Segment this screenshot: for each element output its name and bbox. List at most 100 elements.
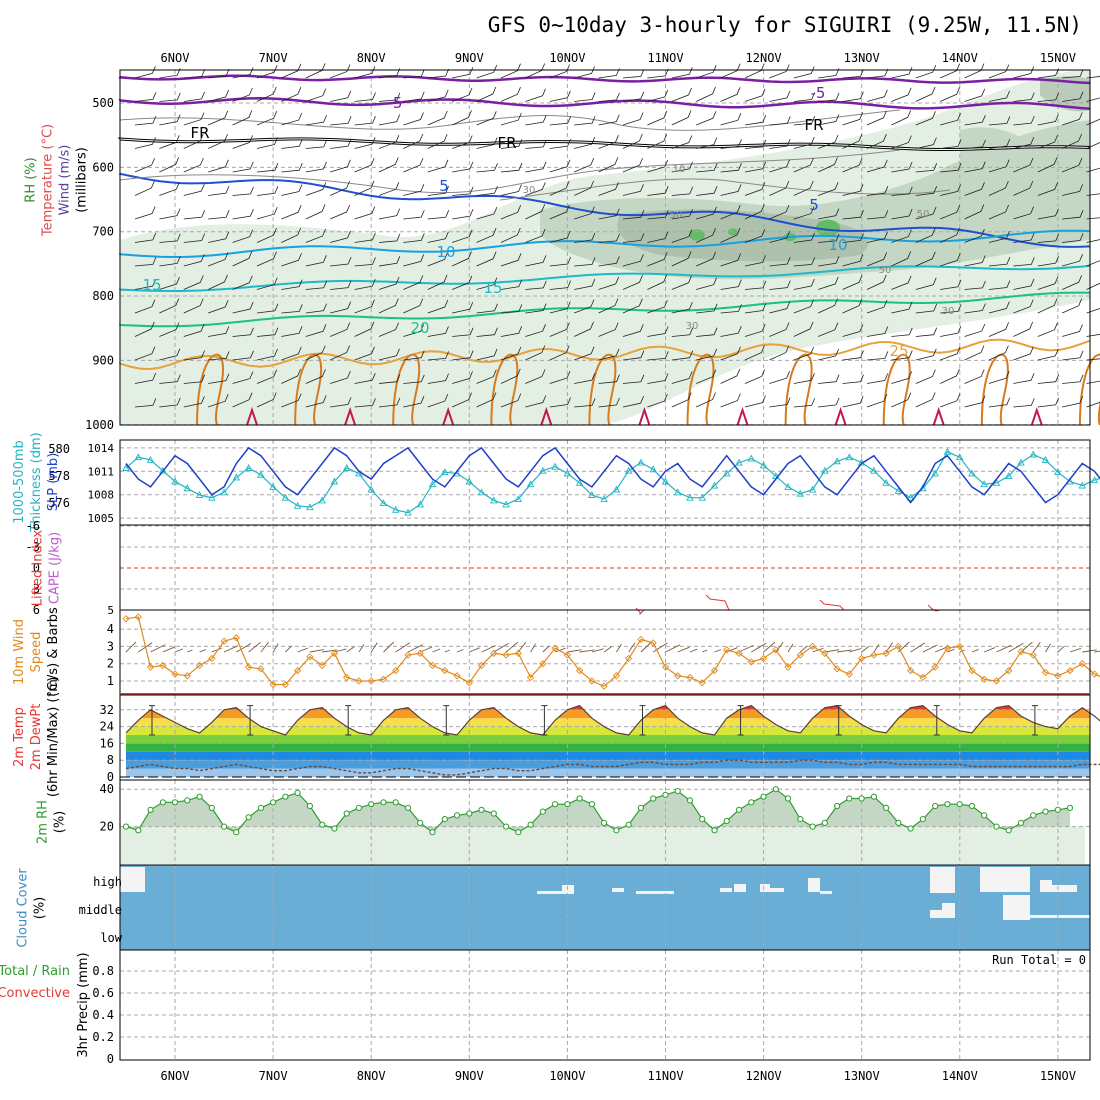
cloud-cover-fill (120, 865, 1090, 950)
wind-barb (842, 210, 864, 220)
cloud-gap (770, 888, 784, 892)
wind-barb (232, 229, 254, 243)
wind-barb (208, 110, 229, 126)
day-label-top: 6NOV (161, 51, 190, 65)
contour-label: -5 (388, 94, 403, 112)
wind-barb (305, 255, 327, 267)
wind-barb (208, 274, 228, 290)
wind-barb (622, 184, 644, 196)
contour-label: 50 (879, 265, 892, 276)
temp-tick: 16 (100, 736, 114, 750)
wind-barb (525, 324, 546, 337)
wind10-point (575, 666, 584, 675)
wind-barb (793, 157, 814, 173)
pressure-tick: 700 (92, 225, 114, 239)
axis-label: Speed (29, 632, 44, 673)
wind-barb (647, 299, 668, 314)
wind-barb (598, 233, 620, 243)
wind-barb (696, 111, 717, 126)
warm-contour (980, 353, 1009, 426)
wind10-barb (1045, 643, 1051, 653)
wind-barb (866, 110, 887, 126)
rh2m-point (588, 801, 596, 808)
wind-barb (988, 180, 1009, 196)
rh2m-point (196, 793, 203, 800)
wind-barb (256, 137, 278, 149)
contour-label: 30 (942, 306, 955, 317)
wind-barb (598, 157, 619, 173)
wind-barb (720, 63, 741, 79)
wind-barb (1086, 380, 1100, 384)
lifted-index-tick: 0 (33, 561, 40, 575)
rh2m-point (944, 801, 951, 808)
rh2m-point (993, 823, 1000, 830)
rh2m-point (650, 795, 657, 802)
wind-barb (574, 321, 594, 337)
wind10-point (416, 649, 424, 657)
wind-barb (622, 396, 644, 408)
wind10-point (514, 649, 522, 657)
wind-barb (500, 63, 521, 79)
thickness-marker (575, 478, 584, 486)
wind-barb (256, 251, 277, 267)
wind-barb (842, 233, 864, 243)
wind-barb (378, 348, 400, 361)
thickness-marker (968, 469, 976, 477)
lifted-index-mark (635, 607, 645, 616)
wind-barb (915, 228, 936, 243)
wind-barb (988, 371, 1010, 384)
wind10-barb (297, 647, 308, 653)
wind-barb (744, 115, 767, 126)
lifted-index-tick: 6 (33, 603, 40, 617)
wind-barb (452, 275, 473, 290)
wind-barb (598, 182, 619, 196)
wind10-barb (554, 647, 566, 653)
wind-barb (403, 112, 424, 126)
wind10-barb (444, 649, 451, 653)
rh2m-point (282, 793, 289, 800)
axis-label: Temperature (°C) (41, 124, 56, 237)
wind-barb (940, 393, 961, 408)
wind-barb (354, 373, 376, 384)
wind-barb (940, 87, 961, 102)
wind-barb (281, 184, 303, 196)
wind-barb (134, 180, 155, 196)
wind-barb (476, 327, 498, 337)
cloud-gap (1003, 895, 1030, 920)
contour-label: 10 (436, 243, 455, 261)
wind10-point (195, 661, 204, 670)
precip-tick: 0.8 (92, 964, 114, 978)
wind10-point (833, 665, 841, 673)
wind-barb (671, 301, 693, 314)
wind-barb (134, 321, 155, 337)
wind10-barb (787, 643, 794, 653)
wind10-point (146, 663, 155, 671)
upper-air-panel: -5 -5 FR FR FR 5 5 10 10 15 15 20 25 10 30 50 50 50 30 30 5… (24, 63, 1100, 432)
thickness-marker (1090, 476, 1099, 484)
wind-barb (574, 115, 596, 126)
wind10-point (208, 654, 216, 663)
wind-barb (159, 68, 181, 79)
wind-barb (696, 186, 718, 196)
rh2m-point (809, 823, 816, 830)
wind-barb (1086, 308, 1100, 314)
cloud-level-label: middle (79, 903, 122, 917)
wind10-point (1066, 666, 1074, 675)
thickness-marker (686, 493, 694, 501)
rh2m-point (355, 804, 362, 812)
slp-lines (122, 446, 1100, 516)
rh2m-point (748, 799, 755, 806)
thickness-marker (306, 503, 314, 511)
wind-barb (525, 161, 547, 173)
rh2m-point (907, 825, 914, 832)
thickness-marker (465, 477, 474, 485)
wind-barb (1086, 358, 1100, 361)
wind-barb (159, 157, 180, 173)
axis-label: Cloud Cover (16, 868, 31, 948)
wind-barb (598, 256, 620, 267)
wind-barb (1037, 92, 1060, 102)
wind10-point (318, 661, 326, 670)
wind-barb (378, 322, 399, 337)
rh2m-point (870, 793, 878, 800)
wind-barb (671, 275, 692, 290)
